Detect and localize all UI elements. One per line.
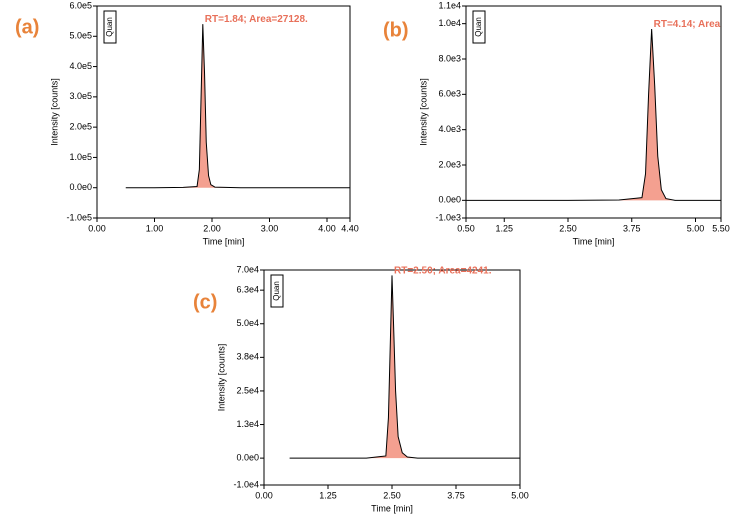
x-tick-label: 1.25 [319,490,337,500]
y-tick-label: 5.0e5 [69,31,92,41]
x-axis-label: Time [min] [371,503,413,513]
x-tick-label: 2.50 [383,490,401,500]
x-tick-label: 4.40 [341,223,359,233]
x-tick-label: 0.50 [457,223,475,233]
legend-label: Quan [105,17,114,37]
y-tick-label: -1.0e5 [66,212,92,222]
x-tick-label: 1.25 [495,223,513,233]
y-tick-label: 6.3e4 [236,285,259,295]
y-tick-label: -1.0e4 [233,479,259,489]
y-tick-label: 0.0e0 [69,182,92,192]
y-tick-label: 1.0e5 [69,152,92,162]
y-tick-label: 3.8e4 [236,352,259,362]
peak-annotation: RT=1.84; Area=27128. [205,14,308,25]
x-tick-label: 2.50 [559,223,577,233]
y-tick-label: 3.0e5 [69,91,92,101]
x-axis-label: Time [min] [203,236,245,246]
y-tick-label: 7.0e4 [236,264,259,274]
peak-annotation: RT=2.50; Area=4241. [394,265,492,276]
panel-label: (a) [15,16,39,38]
panel-label: (b) [383,19,409,41]
x-tick-label: 0.00 [88,223,106,233]
legend-label: Quan [272,281,281,301]
x-tick-label: 4.00 [318,223,336,233]
x-tick-label: 0.00 [255,490,273,500]
y-tick-label: 4.0e5 [69,61,92,71]
y-tick-label: 0.0e0 [236,453,259,463]
y-tick-label: 6.0e5 [69,0,92,10]
y-tick-label: 5.0e4 [236,318,259,328]
y-tick-label: -1.0e3 [435,212,461,222]
plot-frame [97,6,350,218]
x-tick-label: 2.00 [203,223,221,233]
y-tick-label: 1.1e4 [438,0,461,10]
y-tick-label: 1.0e4 [438,18,461,28]
x-tick-label: 5.50 [712,223,730,233]
x-tick-label: 3.75 [623,223,641,233]
y-tick-label: 8.0e3 [438,53,461,63]
y-tick-label: 2.0e5 [69,122,92,132]
x-tick-label: 5.00 [511,490,529,500]
x-tick-label: 5.00 [687,223,705,233]
y-tick-label: 2.5e4 [236,385,259,395]
y-tick-label: 2.0e3 [438,159,461,169]
y-tick-label: 6.0e3 [438,89,461,99]
y-axis-label: Intensity [counts] [418,78,428,146]
y-tick-label: 1.3e4 [236,419,259,429]
peak-annotation: RT=4.14; Area [654,19,721,30]
x-tick-label: 3.00 [261,223,279,233]
x-tick-label: 3.75 [447,490,465,500]
figure: (a) 0.00 1.00 2.00 3.00 4.00 4.40 -1.0e5 0.0e0 1.… [0,0,732,515]
y-tick-label: 4.0e3 [438,124,461,134]
x-axis-label: Time [min] [573,236,615,246]
y-tick-label: 0.0e0 [438,195,461,205]
y-axis-label: Intensity [counts] [216,344,226,412]
panel-label: (c) [193,291,217,313]
plot-frame [466,6,721,218]
y-axis-label: Intensity [counts] [49,78,59,146]
x-tick-label: 1.00 [146,223,164,233]
legend-label: Quan [474,17,483,37]
